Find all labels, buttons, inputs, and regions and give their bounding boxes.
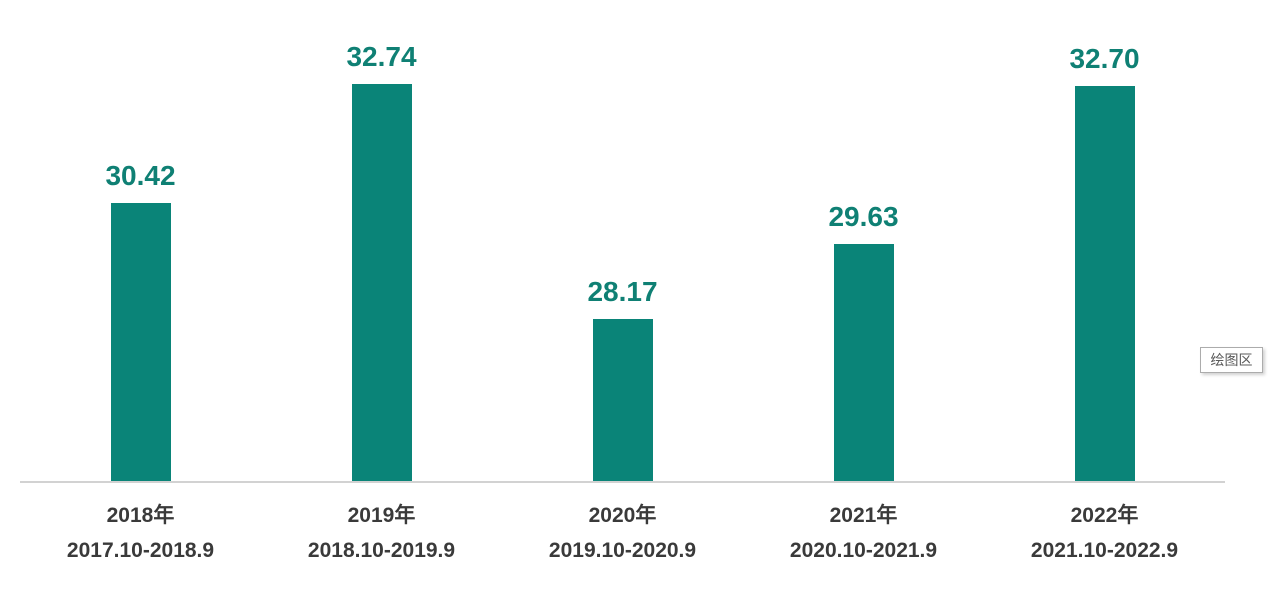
bar-5[interactable] [1074, 86, 1135, 482]
category-label: 2020年 2019.10-2020.9 [549, 498, 696, 568]
bar-4[interactable] [833, 244, 894, 482]
category-year: 2022年 [1070, 504, 1139, 527]
bar-1[interactable] [110, 203, 171, 482]
category-range: 2021.10-2022.9 [1030, 539, 1179, 562]
data-label: 32.74 [346, 41, 417, 73]
category-year: 2021年 [829, 504, 898, 527]
plot-area-tooltip: 绘图区 [1200, 347, 1263, 373]
category-label: 2018年 2017.10-2018.9 [67, 498, 214, 568]
plot-area-tooltip-label: 绘图区 [1210, 352, 1253, 368]
data-label: 30.42 [105, 160, 176, 192]
category-label: 2021年 2020.10-2021.9 [790, 498, 937, 568]
category-year: 2019年 [347, 504, 416, 527]
category-range: 2020.10-2021.9 [789, 539, 938, 562]
data-label: 32.70 [1069, 43, 1140, 75]
category-range: 2017.10-2018.9 [66, 539, 215, 562]
category-year: 2020年 [588, 504, 657, 527]
category-label: 2019年 2018.10-2019.9 [308, 498, 455, 568]
bar-3[interactable] [592, 319, 653, 482]
category-label: 2022年 2021.10-2022.9 [1031, 498, 1178, 568]
category-year: 2018年 [106, 504, 175, 527]
category-range: 2018.10-2019.9 [307, 539, 456, 562]
data-label: 28.17 [587, 276, 658, 308]
data-label: 29.63 [828, 201, 899, 233]
category-range: 2019.10-2020.9 [548, 539, 697, 562]
x-axis-line [20, 481, 1225, 483]
bar-2[interactable] [351, 84, 412, 482]
